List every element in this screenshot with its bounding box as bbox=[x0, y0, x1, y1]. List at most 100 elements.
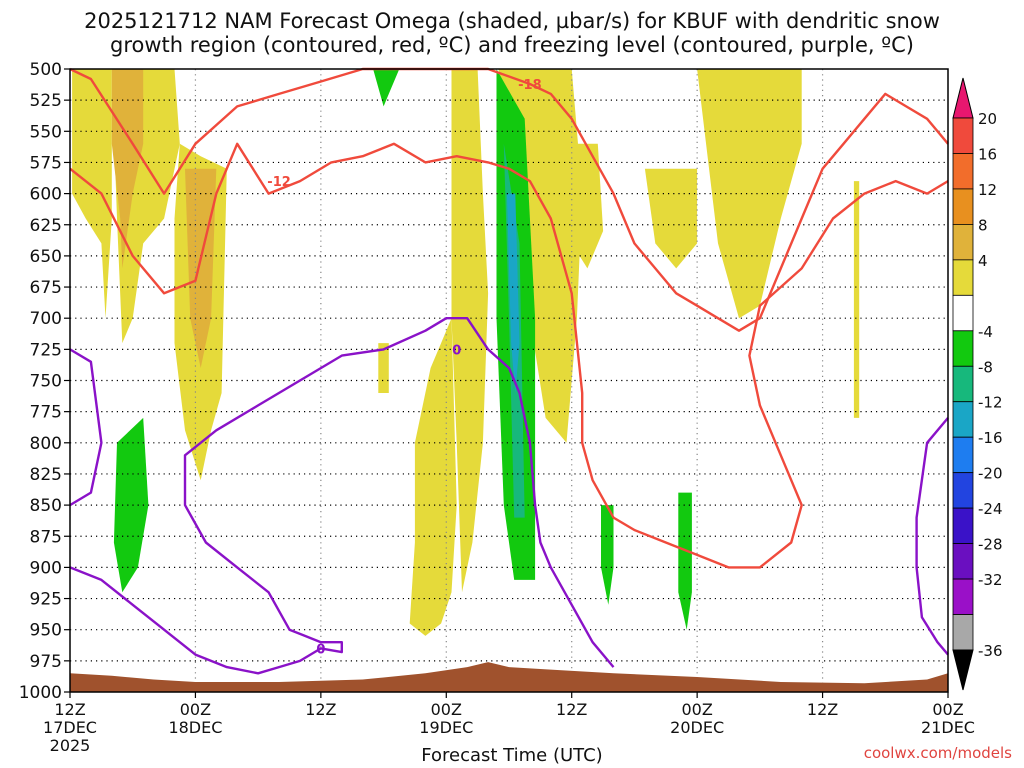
colorbar-label-5: -4 bbox=[978, 323, 993, 341]
y-tick-label-500: 500 bbox=[30, 60, 62, 80]
freezing-level-upper-label: 0 bbox=[452, 343, 461, 358]
y-tick-label-900: 900 bbox=[30, 558, 62, 578]
colorbar-segment-0 bbox=[952, 117, 974, 154]
omega-region-18 bbox=[678, 492, 692, 630]
terrain-fill bbox=[70, 662, 948, 692]
dsg-upper-edge bbox=[69, 67, 949, 332]
colorbar-label-7: -12 bbox=[978, 394, 1003, 412]
colorbar-bottom-arrow bbox=[952, 649, 974, 691]
x-tick-label-12: 00Z bbox=[180, 700, 211, 719]
y-tick-label-675: 675 bbox=[30, 278, 62, 298]
y-tick-label-850: 850 bbox=[30, 496, 62, 516]
colorbar-label-3: 8 bbox=[978, 216, 988, 234]
y-tick-label-800: 800 bbox=[30, 434, 62, 454]
freezing-level-main bbox=[69, 317, 615, 675]
omega-region-9 bbox=[644, 168, 698, 269]
y-tick-label-725: 725 bbox=[30, 340, 62, 360]
x-tick-label-48: 12Z bbox=[556, 700, 587, 719]
y-tick-label-925: 925 bbox=[30, 590, 62, 610]
y-tick-label-825: 825 bbox=[30, 465, 62, 485]
chart-title-line-2: growth region (contoured, red, ºC) and f… bbox=[110, 33, 914, 57]
y-tick-label-550: 550 bbox=[30, 122, 62, 142]
colorbar-segment-13 bbox=[952, 578, 974, 615]
x-tick-date-60: 20DEC bbox=[670, 718, 724, 737]
y-tick-label-600: 600 bbox=[30, 185, 62, 205]
terrain-layer bbox=[70, 662, 948, 692]
x-tick-label-72: 12Z bbox=[807, 700, 838, 719]
colorbar-label-0: 20 bbox=[978, 110, 997, 128]
colorbar-label-12: -32 bbox=[978, 571, 1003, 589]
colorbar-segment-7 bbox=[952, 365, 974, 403]
y-tick-label-750: 750 bbox=[30, 372, 62, 392]
contour-layer: -18 -12 0 0 bbox=[69, 67, 949, 675]
x-tick-date-36: 19DEC bbox=[419, 718, 473, 737]
colorbar-label-8: -16 bbox=[978, 429, 1003, 447]
colorbar-segment-1 bbox=[952, 153, 974, 190]
colorbar-label-13: -36 bbox=[978, 642, 1003, 660]
colorbar-top-arrow bbox=[952, 77, 974, 119]
colorbar-segment-4 bbox=[952, 259, 974, 296]
colorbar-label-2: 12 bbox=[978, 181, 997, 199]
y-tick-label-875: 875 bbox=[30, 527, 62, 547]
y-tick-label-1000: 1000 bbox=[19, 683, 62, 703]
colorbar-segment-14 bbox=[952, 614, 974, 651]
dsg-upper-edge-label: -18 bbox=[518, 78, 542, 93]
colorbar-label-1: 16 bbox=[978, 145, 997, 163]
colorbar-segment-10 bbox=[952, 472, 974, 509]
x-tick-date-84: 21DEC bbox=[921, 718, 975, 737]
colorbar-segment-3 bbox=[952, 223, 974, 261]
y-tick-label-650: 650 bbox=[30, 247, 62, 267]
colorbar: 20 16 12 8 4 -4 -8 -12 -16 -20 -24 -28 -32 -36 bbox=[952, 77, 1003, 691]
freezing-level-upper bbox=[69, 348, 103, 507]
y-tick-label-775: 775 bbox=[30, 403, 62, 423]
omega-region-11 bbox=[378, 343, 389, 393]
y-tick-label-950: 950 bbox=[30, 621, 62, 641]
y-tick-label-700: 700 bbox=[30, 309, 62, 329]
colorbar-label-4: 4 bbox=[978, 252, 988, 270]
gridlines bbox=[70, 69, 948, 692]
colorbar-segment-11 bbox=[952, 507, 974, 544]
colorbar-segment-2 bbox=[952, 188, 974, 225]
omega-region-12 bbox=[853, 181, 860, 418]
omega-region-16 bbox=[506, 193, 520, 393]
axes: 500 525 550 575 600 625 650 675 700 725 750 775 800 8… bbox=[19, 60, 975, 755]
colorbar-segment-12 bbox=[952, 543, 974, 580]
colorbar-segment-9 bbox=[952, 436, 974, 474]
omega-region-5 bbox=[409, 318, 457, 636]
colorbar-label-11: -28 bbox=[978, 536, 1003, 554]
x-tick-date-12: 18DEC bbox=[168, 718, 222, 737]
x-tick-label-0: 12Z bbox=[54, 700, 85, 719]
colorbar-label-6: -8 bbox=[978, 358, 993, 376]
omega-region-10 bbox=[697, 69, 802, 319]
omega-region-17 bbox=[601, 505, 614, 605]
y-tick-label-575: 575 bbox=[30, 153, 62, 173]
site-attribution[interactable]: coolwx.com/models bbox=[863, 744, 1012, 762]
colorbar-label-10: -24 bbox=[978, 500, 1003, 518]
x-tick-label-60: 00Z bbox=[681, 700, 712, 719]
y-tick-label-625: 625 bbox=[30, 216, 62, 236]
x-tick-year-0: 2025 bbox=[50, 736, 91, 755]
colorbar-segment-6 bbox=[952, 330, 974, 367]
x-tick-label-24: 12Z bbox=[305, 700, 336, 719]
chart-title-line-1: 2025121712 NAM Forecast Omega (shaded, µ… bbox=[84, 9, 940, 33]
omega-region-19 bbox=[373, 69, 400, 107]
omega-region-3 bbox=[111, 69, 144, 269]
x-tick-label-36: 00Z bbox=[431, 700, 462, 719]
y-tick-label-525: 525 bbox=[30, 91, 62, 111]
omega-region-13 bbox=[113, 417, 149, 593]
colorbar-segment-5 bbox=[952, 294, 974, 332]
x-tick-label-84: 00Z bbox=[932, 700, 963, 719]
x-tick-date-0: 17DEC bbox=[43, 718, 97, 737]
dsg-lower-edge bbox=[69, 142, 949, 569]
omega-shading-layer bbox=[72, 69, 860, 636]
colorbar-label-9: -20 bbox=[978, 465, 1003, 483]
freezing-level-right bbox=[915, 417, 949, 656]
omega-region-8 bbox=[561, 143, 604, 269]
y-tick-label-975: 975 bbox=[30, 652, 62, 672]
dsg-lower-edge-label: -12 bbox=[267, 175, 291, 190]
colorbar-segment-8 bbox=[952, 401, 974, 438]
omega-region-4 bbox=[185, 168, 217, 368]
omega-region-6 bbox=[451, 69, 489, 593]
freezing-level-main-label: 0 bbox=[316, 642, 325, 657]
